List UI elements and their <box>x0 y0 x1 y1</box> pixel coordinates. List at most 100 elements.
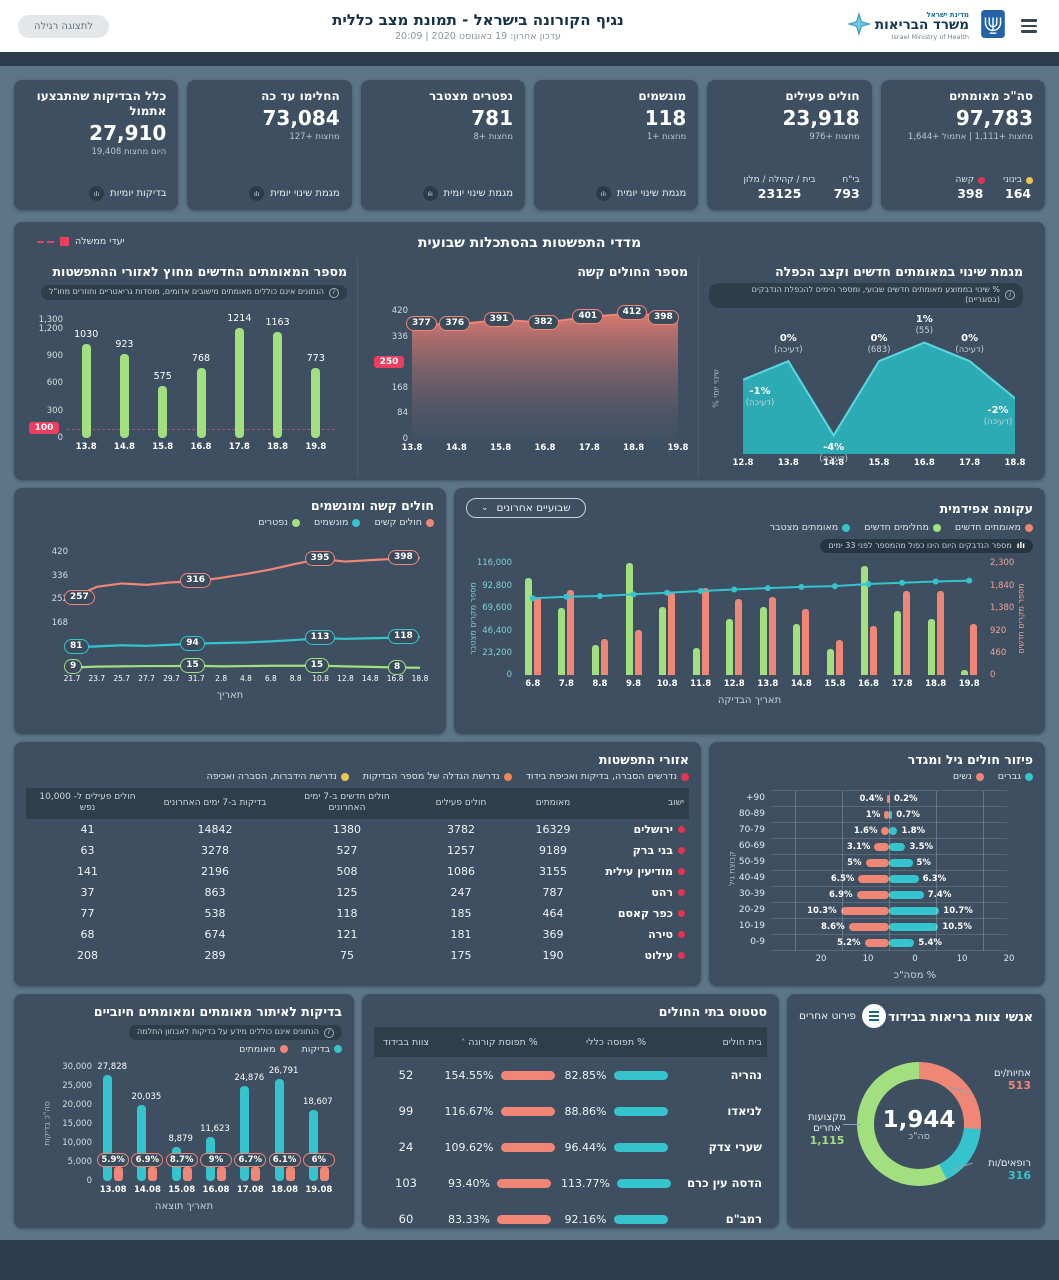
stat-pair-label: בית / קהילה / מלון <box>743 175 816 185</box>
town-cell: כפר קאסם <box>597 903 689 924</box>
pyramid-plot: 0.4% 0.2% 1% 0.7% 1.6% 1.8% 3.1% 3.5% 5% 5% 6.5% 6.… <box>771 790 1007 951</box>
table-cell: 68 <box>80 927 95 941</box>
x-axis-tick: 14.8 <box>361 674 379 683</box>
table-cell: 125 <box>336 885 358 899</box>
women-bar <box>856 891 889 899</box>
daily-trend-link[interactable]: בדיקות יומיות ılı <box>26 186 166 201</box>
bar <box>692 648 700 676</box>
table-cell: 1380 <box>333 822 361 836</box>
stat-card-value: 27,910 <box>89 121 167 145</box>
pyramid-row: 6.5% 6.3% <box>771 871 1007 887</box>
target-dash-icon <box>37 240 44 243</box>
hospital-name: נהריה <box>730 1068 762 1082</box>
status-dot-icon <box>678 888 685 896</box>
time-range-dropdown[interactable]: שבועיים אחרונים ⌄ <box>466 498 586 518</box>
brand-name: משרד הבריאות <box>874 16 969 33</box>
stat-card-title: סה"כ מאומתים <box>949 89 1033 103</box>
bar-value-label: 773 <box>306 352 325 364</box>
stat-card-value: 781 <box>471 106 514 130</box>
data-point-label: 118 <box>388 628 419 644</box>
x-axis-tick: 23.7 <box>88 674 106 683</box>
hamburger-menu-icon[interactable] <box>1017 15 1041 36</box>
donut-ring: 1,944 סה"כ <box>857 1062 981 1186</box>
men-bar <box>889 891 924 899</box>
legend-label: מאומתים <box>239 1043 276 1055</box>
status-dot-icon <box>678 930 685 938</box>
brand-top: מדינת ישראל <box>926 10 969 19</box>
daily-trend-link[interactable]: מגמת שינוי יומית ılı <box>373 186 513 201</box>
stat-card-value: 97,783 <box>955 106 1033 130</box>
spread-areas-panel: אזורי התפשטות נדרשים הסברה, בדיקות ואכיפת… <box>14 742 701 986</box>
bar <box>894 611 902 676</box>
chart-new-confirmed-outside: מספר המאומתים החדשים מחוץ לאזורי ההתפשטו… <box>11 258 358 476</box>
staff-isolated-value: 60 <box>398 1212 414 1226</box>
bar <box>625 563 633 676</box>
column-header: מאומתים <box>509 788 597 819</box>
bar <box>567 589 575 676</box>
chart-title: מגמת שינוי במאומתים חדשים וקצב הכפלה <box>775 264 1023 279</box>
app-header: מדינת ישראל משרד הבריאות Israel Ministry… <box>0 0 1059 52</box>
corona-occupancy-bar <box>500 1142 555 1152</box>
israel-state-emblem <box>981 10 1005 42</box>
bar <box>524 577 532 676</box>
legend-dot-icon <box>503 772 512 781</box>
legend-dot-icon <box>1025 772 1033 781</box>
info-icon: i <box>1005 290 1015 301</box>
x-axis-tick: 18.8 <box>925 679 947 690</box>
spread-table: ישוב מאומתים חולים פעילים חולים חדשים ב-7 י… <box>26 788 689 966</box>
epidemic-curve-panel: עקומה אפידמית שבועיים אחרונים ⌄ מאומתים חדש… <box>454 488 1045 734</box>
y-axis-tick: 0 <box>57 432 63 443</box>
x-axis-tick: 11.8 <box>690 679 712 690</box>
x-axis-tick: 13.8 <box>757 679 779 690</box>
legend-item: חולים קשים <box>374 517 434 528</box>
normal-display-button[interactable]: לתצוגה רגילה <box>18 15 109 38</box>
legend-item: בדיקות <box>302 1044 342 1055</box>
men-bar <box>889 939 915 947</box>
table-cell: 63 <box>80 843 95 857</box>
tests-value-label: 27,828 <box>97 1062 128 1073</box>
bar-chart-plot: 0 300 600 900 1,200 1,300 100 1030 923 575 768 1214… <box>29 313 335 452</box>
column-header[interactable]: % תפוסת קורונה ˄ <box>438 1027 562 1057</box>
stat-card: מונשמים 118 מחצות +1 מגמת שינוי יומית ılı <box>534 80 699 210</box>
corona-occupancy-cell: 116.67% <box>438 1094 561 1129</box>
women-value-label: 3.1% <box>846 842 871 852</box>
status-dot-icon <box>678 825 685 833</box>
x-axis-tick: 9.8 <box>625 679 642 690</box>
sort-caret-icon: ˄ <box>461 1037 466 1047</box>
dropdown-value: שבועיים אחרונים <box>496 502 571 514</box>
occupancy-bar <box>617 1178 671 1188</box>
stat-card: חולים פעילים 23,918 מחצות +976 בי"ח 793 בית /… <box>707 80 872 210</box>
x-axis-tick: 16.8 <box>190 441 212 452</box>
tests-plot: 0 5,000 10,000 15,000 20,000 25,000 30,000 סה"כ… <box>43 1062 336 1195</box>
x-axis-tick: 14.8 <box>823 457 845 468</box>
legend-dot-icon <box>340 772 349 781</box>
bar-chart-icon: ılı <box>249 186 265 201</box>
bar <box>234 327 244 438</box>
pyramid-row: 6.9% 7.4% <box>771 887 1007 903</box>
others-detail-button[interactable]: פירוט אחרים <box>799 1004 886 1028</box>
tests-value-label: 26,791 <box>268 1065 299 1076</box>
target-value-badge: 100 <box>29 421 59 434</box>
info-note-text: הנתונים אינם כוללים מאומתים מישובים אדומ… <box>49 287 324 297</box>
info-note-text: הנתונים אינם כוללים מידע על בדיקות לאבחו… <box>136 1027 319 1037</box>
tests-value-label: 18,607 <box>302 1097 333 1108</box>
stat-card-title: נפטרים מצטבר <box>429 89 514 103</box>
stat-cards-row: סה"כ מאומתים 97,783 מחצות +1,111 | אתמול +… <box>14 80 1045 210</box>
daily-trend-link[interactable]: מגמת שינוי יומית ılı <box>546 186 686 201</box>
x-axis-tick: 13.8 <box>75 441 97 452</box>
y-axis-tick: 46,400 <box>482 625 512 636</box>
table-cell: 787 <box>542 885 564 899</box>
data-point-label: 377 <box>406 316 437 332</box>
town-cell: טירה <box>597 924 689 945</box>
pyramid-row: 10.3% 10.7% <box>771 903 1007 919</box>
trend-point-sublabel: (55) <box>915 326 934 337</box>
town-name: עילוט <box>644 948 673 962</box>
daily-trend-link[interactable]: מגמת שינוי יומית ılı <box>199 186 340 201</box>
age-label: 80-89 <box>738 809 765 819</box>
table-cell: 247 <box>450 885 472 899</box>
legend-dot-icon <box>681 772 689 781</box>
staff-isolated-value: 52 <box>398 1068 414 1082</box>
x-axis-tick: 2.8 <box>215 674 228 683</box>
bar-value-label: 1214 <box>227 312 252 324</box>
legend-dot-icon <box>352 518 361 527</box>
